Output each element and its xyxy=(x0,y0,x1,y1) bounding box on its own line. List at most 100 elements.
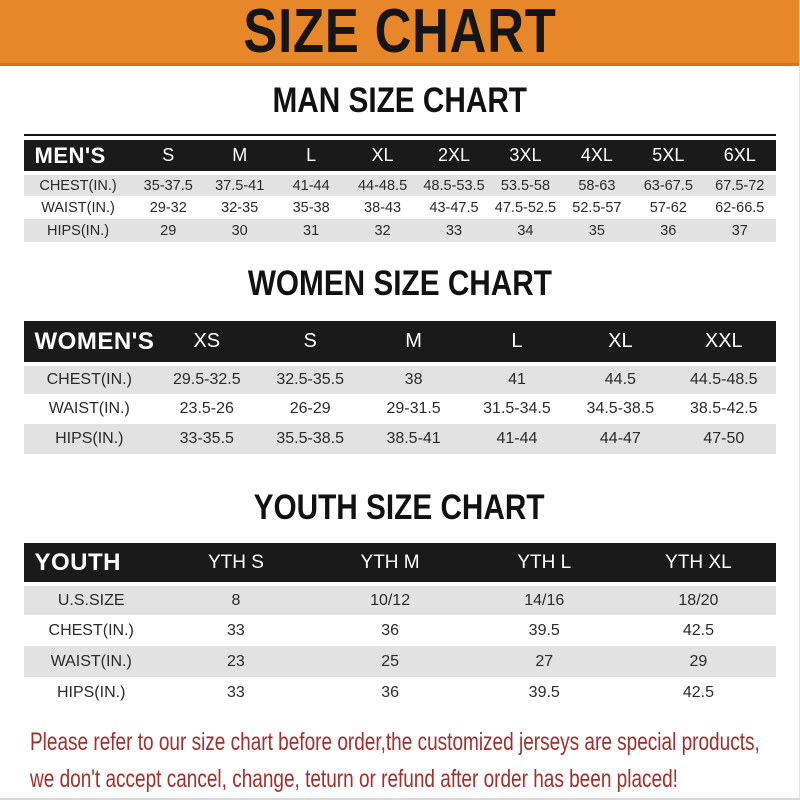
size-column-header: L xyxy=(465,321,569,366)
size-column-header: M xyxy=(361,321,466,366)
size-column-header: XS xyxy=(155,321,259,366)
row-label: WAIST(IN.) xyxy=(50,652,132,670)
size-cell: 38 xyxy=(404,371,423,388)
size-cell: 37.5-41 xyxy=(215,177,265,194)
size-cell: 18/20 xyxy=(678,591,719,609)
size-cell: 43-47.5 xyxy=(429,199,479,216)
size-cell: 41 xyxy=(508,371,526,388)
section-title-text: MAN SIZE CHART xyxy=(272,81,527,120)
table-row: HIPS(IN.) 33-35.5 35.5-38.5 38.5-41 41-44 44-… xyxy=(23,424,776,454)
size-column-header: S xyxy=(258,321,362,366)
size-column-header: YTH S xyxy=(158,543,314,586)
size-cell: 34 xyxy=(517,222,534,239)
size-cell: 63-67.5 xyxy=(643,177,693,194)
size-cell: 44-48.5 xyxy=(357,177,408,194)
size-column-header: YTH M xyxy=(313,543,468,586)
size-cell: 52.5-57 xyxy=(572,199,622,216)
size-cell: 25 xyxy=(381,652,399,670)
size-cell: 10/12 xyxy=(370,591,411,609)
size-cell: 35-38 xyxy=(292,199,330,216)
size-cell: 30 xyxy=(231,222,248,239)
size-cell: 33 xyxy=(227,621,245,639)
table-header-label: YOUTH xyxy=(23,543,159,586)
size-cell: 41-44 xyxy=(496,430,538,447)
size-cell: 41-44 xyxy=(292,177,330,194)
row-label: CHEST(IN.) xyxy=(46,371,132,388)
size-cell: 26-29 xyxy=(289,400,331,417)
size-column-header: XL xyxy=(346,140,419,175)
youth-size-chart-section: YOUTH SIZE CHART YOUTH YTH S YTH M YTH L YTH… xyxy=(0,490,799,708)
size-cell: 35.5-38.5 xyxy=(276,430,344,447)
size-column-header: YTH XL xyxy=(621,543,776,586)
size-column-header: 3XL xyxy=(489,140,562,175)
table-row: HIPS(IN.) 29 30 31 32 33 34 35 36 37 xyxy=(23,219,776,242)
footer-note-line1: Please refer to our size chart before or… xyxy=(30,728,760,756)
man-size-chart-section: MAN SIZE CHART MEN'S S M L XL 2XL 3XL 4XL 5XL 6XL… xyxy=(0,81,799,242)
footer-note-line2: we don't accept cancel, change, teturn o… xyxy=(30,765,678,793)
size-column-header: 6XL xyxy=(704,140,776,175)
table-row: WAIST(IN.) 29-32 32-35 35-38 38-43 43-47.5 47.… xyxy=(23,196,776,219)
size-cell: 44.5-48.5 xyxy=(689,371,758,388)
size-column-header: XXL xyxy=(672,321,776,366)
size-cell: 67.5-72 xyxy=(715,177,765,194)
size-cell: 31.5-34.5 xyxy=(483,400,551,417)
youth-size-table: YOUTH YTH S YTH M YTH L YTH XL U.S.SIZE 8 10/12… xyxy=(23,543,776,708)
size-cell: 47-50 xyxy=(703,430,745,447)
size-chart-banner: SIZE CHART xyxy=(0,0,799,66)
women-size-chart-section: WOMEN SIZE CHART WOMEN'S XS S M L XL XXL CHEST(… xyxy=(0,264,799,454)
size-cell: 33 xyxy=(445,222,463,239)
man-size-chart-title: MAN SIZE CHART xyxy=(0,81,799,121)
table-header-label: WOMEN'S xyxy=(23,321,156,366)
size-cell: 53.5-58 xyxy=(500,177,551,194)
table-header-label: MEN'S xyxy=(23,140,133,175)
size-column-header: 2XL xyxy=(418,140,490,175)
size-cell: 37 xyxy=(731,222,748,239)
table-row: U.S.SIZE 8 10/12 14/16 18/20 xyxy=(23,584,776,615)
size-column-header: 4XL xyxy=(561,140,633,175)
footer-note: Please refer to our size chart before or… xyxy=(30,724,799,798)
size-cell: 36 xyxy=(381,683,399,701)
mens-size-table: MEN'S S M L XL 2XL 3XL 4XL 5XL 6XL CHEST(IN.) 35-37… xyxy=(23,140,776,242)
size-cell: 58-63 xyxy=(578,177,616,194)
size-cell: 29.5-32.5 xyxy=(172,371,241,388)
size-cell: 33-35.5 xyxy=(179,430,234,447)
size-cell: 29-31.5 xyxy=(386,400,441,417)
size-cell: 8 xyxy=(231,591,241,609)
table-top-rule xyxy=(23,134,776,136)
size-cell: 38.5-42.5 xyxy=(689,400,758,417)
size-cell: 39.5 xyxy=(528,683,560,701)
size-cell: 32 xyxy=(374,222,391,239)
youth-size-chart-title: YOUTH SIZE CHART xyxy=(0,490,799,528)
size-cell: 47.5-52.5 xyxy=(494,199,557,216)
row-label: CHEST(IN.) xyxy=(48,621,134,639)
size-cell: 23 xyxy=(227,652,245,670)
size-cell: 29 xyxy=(160,222,177,239)
row-label: HIPS(IN.) xyxy=(55,430,124,447)
size-cell: 23.5-26 xyxy=(179,400,234,417)
row-label: HIPS(IN.) xyxy=(47,222,110,239)
size-cell: 14/16 xyxy=(524,591,565,609)
womens-size-table: WOMEN'S XS S M L XL XXL CHEST(IN.) 29.5-32.5 32.5… xyxy=(23,321,776,454)
row-label: U.S.SIZE xyxy=(57,591,125,609)
size-cell: 42.5 xyxy=(682,683,714,701)
table-row: CHEST(IN.) 33 36 39.5 42.5 xyxy=(23,615,776,646)
size-cell: 35-37.5 xyxy=(143,177,193,194)
table-row: CHEST(IN.) 29.5-32.5 32.5-35.5 38 41 44.5 44.5… xyxy=(23,364,776,394)
size-column-header: L xyxy=(275,140,347,175)
table-row: WAIST(IN.) 23 25 27 29 xyxy=(23,646,776,677)
size-cell: 34.5-38.5 xyxy=(586,400,655,417)
size-cell: 36 xyxy=(381,621,399,639)
table-row: WAIST(IN.) 23.5-26 26-29 29-31.5 31.5-34.5 34… xyxy=(23,394,776,424)
size-cell: 44.5 xyxy=(604,371,636,388)
size-cell: 38-43 xyxy=(364,199,402,216)
size-cell: 57-62 xyxy=(649,199,687,216)
size-cell: 29 xyxy=(689,652,708,670)
section-title-text: WOMEN SIZE CHART xyxy=(247,264,552,303)
size-column-header: S xyxy=(132,140,204,175)
row-label: CHEST(IN.) xyxy=(39,177,117,194)
size-cell: 36 xyxy=(660,222,677,239)
size-column-header: YTH L xyxy=(467,543,622,586)
size-column-header: XL xyxy=(568,321,673,366)
row-label: HIPS(IN.) xyxy=(56,683,126,701)
size-cell: 62-66.5 xyxy=(715,199,765,216)
